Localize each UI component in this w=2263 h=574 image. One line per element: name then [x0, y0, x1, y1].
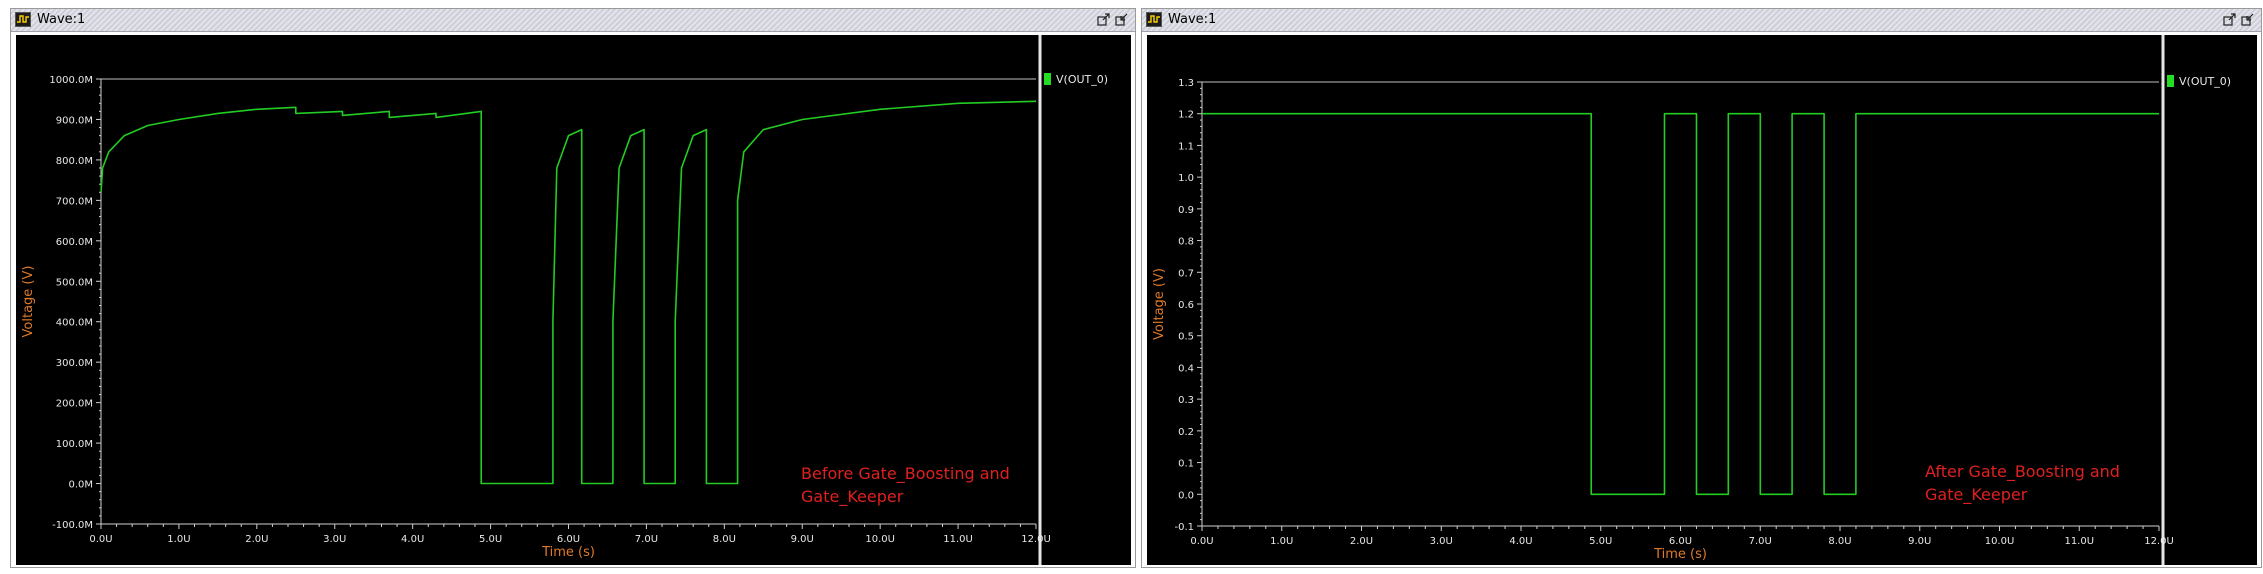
- title-bar[interactable]: Wave:1: [1142, 9, 2261, 32]
- y-tick-label: 0.7: [1178, 268, 1194, 279]
- x-tick-label: 2.0U: [1350, 536, 1373, 547]
- x-tick-label: 0.0U: [89, 534, 112, 545]
- x-tick-label: 5.0U: [479, 534, 502, 545]
- series-line-v-out-0: [101, 101, 1036, 483]
- y-tick-label: 0.5: [1178, 332, 1194, 343]
- y-tick-label: 0.8: [1178, 237, 1194, 248]
- restore-icon[interactable]: [2241, 12, 2255, 26]
- y-tick-label: 0.2: [1178, 427, 1194, 438]
- annotation-line: Gate_Keeper: [801, 487, 904, 507]
- x-tick-label: 6.0U: [1669, 536, 1692, 547]
- plot-area[interactable]: -0.1 0.0 0.1 0.2 0.3 0.4 0.5 0.6 0.7 0.8 0.9 1.0 1.1…: [1147, 35, 2257, 565]
- y-tick-label: 700.0M: [56, 196, 93, 207]
- window-title: Wave:1: [1168, 12, 1216, 27]
- window-title: Wave:1: [37, 12, 85, 27]
- legend-label: V(OUT_0): [2179, 75, 2231, 88]
- title-bar[interactable]: Wave:1: [11, 9, 1135, 32]
- series-line-v-out-0: [1202, 114, 2159, 495]
- restore-icon[interactable]: [1115, 12, 1129, 26]
- waveform-chart: -0.1 0.0 0.1 0.2 0.3 0.4 0.5 0.6 0.7 0.8 0.9 1.0 1.1…: [1147, 35, 2257, 565]
- y-tick-label: 0.0M: [68, 480, 93, 491]
- x-tick-label: 7.0U: [1749, 536, 1772, 547]
- y-tick-label: 300.0M: [56, 358, 93, 369]
- wave-window-after: Wave:1 -0.1 0.0 0.1 0.2 0.3 0.4 0.5 0.6 0.7 0.8 0.…: [1141, 8, 2262, 568]
- x-tick-label: 10.0U: [865, 534, 895, 545]
- y-tick-label: 500.0M: [56, 277, 93, 288]
- y-tick-label: -0.1: [1174, 522, 1194, 533]
- y-tick-label: 1.3: [1178, 78, 1194, 89]
- x-tick-label: 12.0U: [1021, 534, 1051, 545]
- y-tick-label: 800.0M: [56, 156, 93, 167]
- wave-window-before: Wave:1 -100.0M 0.0M 100.0M 200.0M 300.0M 400.…: [10, 8, 1136, 568]
- x-tick-label: 2.0U: [245, 534, 268, 545]
- y-tick-label: 900.0M: [56, 115, 93, 126]
- waveform-app-icon: [15, 12, 31, 27]
- x-tick-label: 8.0U: [1828, 536, 1851, 547]
- annotation-line: Gate_Keeper: [1925, 485, 2028, 505]
- y-tick-label: 200.0M: [56, 399, 93, 410]
- x-axis-title: Time (s): [541, 545, 595, 560]
- annotation-line: After Gate_Boosting and: [1925, 462, 2120, 482]
- y-tick-label: 0.0: [1178, 490, 1194, 501]
- x-tick-label: 5.0U: [1589, 536, 1612, 547]
- x-tick-label: 12.0U: [2144, 536, 2174, 547]
- plot-area[interactable]: -100.0M 0.0M 100.0M 200.0M 300.0M 400.0M 500.0…: [16, 35, 1131, 565]
- y-tick-label: 600.0M: [56, 237, 93, 248]
- x-tick-label: 9.0U: [1908, 536, 1931, 547]
- y-tick-label: 0.4: [1178, 363, 1194, 374]
- x-tick-label: 11.0U: [2064, 536, 2094, 547]
- x-tick-label: 4.0U: [401, 534, 424, 545]
- x-tick-label: 9.0U: [791, 534, 814, 545]
- x-tick-label: 6.0U: [557, 534, 580, 545]
- legend-marker: [2167, 75, 2174, 87]
- x-tick-label: 1.0U: [167, 534, 190, 545]
- y-axis-title: Voltage (V): [1152, 268, 1167, 340]
- annotation-line: Before Gate_Boosting and: [801, 464, 1010, 484]
- y-tick-label: 1.1: [1178, 141, 1194, 152]
- x-tick-label: 4.0U: [1509, 536, 1532, 547]
- waveform-chart: -100.0M 0.0M 100.0M 200.0M 300.0M 400.0M 500.0…: [16, 35, 1131, 565]
- y-tick-label: -100.0M: [52, 520, 93, 531]
- y-tick-label: 0.3: [1178, 395, 1194, 406]
- x-tick-label: 3.0U: [323, 534, 346, 545]
- minimize-icon[interactable]: [2223, 12, 2237, 26]
- x-axis-title: Time (s): [1653, 547, 1707, 562]
- x-tick-label: 10.0U: [1985, 536, 2015, 547]
- x-tick-label: 0.0U: [1190, 536, 1213, 547]
- y-tick-label: 0.1: [1178, 459, 1194, 470]
- x-tick-label: 1.0U: [1270, 536, 1293, 547]
- legend-label: V(OUT_0): [1056, 73, 1108, 86]
- minimize-icon[interactable]: [1097, 12, 1111, 26]
- x-tick-label: 8.0U: [713, 534, 736, 545]
- x-tick-label: 3.0U: [1430, 536, 1453, 547]
- y-tick-label: 0.9: [1178, 205, 1194, 216]
- y-tick-label: 1000.0M: [49, 75, 93, 86]
- y-tick-label: 1.2: [1178, 110, 1194, 121]
- waveform-app-icon: [1146, 12, 1162, 27]
- y-tick-label: 100.0M: [56, 439, 93, 450]
- x-tick-label: 7.0U: [635, 534, 658, 545]
- y-axis-title: Voltage (V): [21, 266, 36, 338]
- legend-marker: [1044, 73, 1051, 85]
- y-tick-label: 0.6: [1178, 300, 1194, 311]
- x-tick-label: 11.0U: [943, 534, 973, 545]
- y-tick-label: 400.0M: [56, 318, 93, 329]
- y-tick-label: 1.0: [1178, 173, 1194, 184]
